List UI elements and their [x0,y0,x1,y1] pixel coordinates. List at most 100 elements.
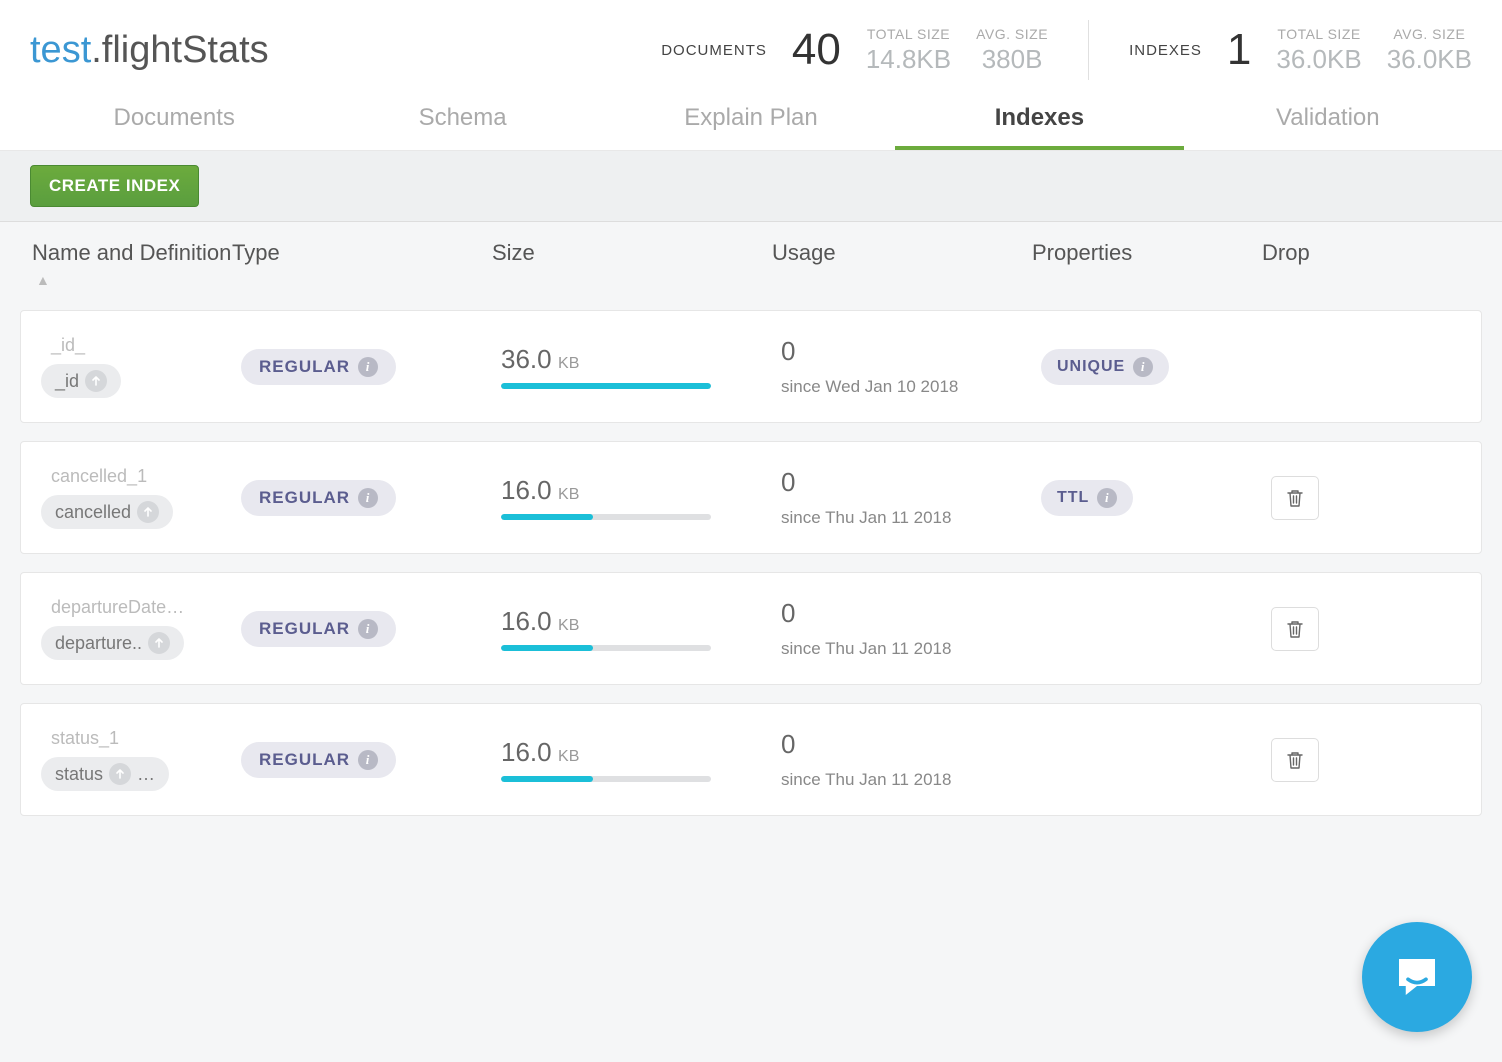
doc-avg-size-label: AVG. SIZE [976,26,1048,42]
info-icon[interactable]: i [358,488,378,508]
type-pill: REGULAR i [241,742,396,778]
idx-total-size-box: TOTAL SIZE 36.0KB [1276,26,1361,75]
type-label: REGULAR [259,357,350,377]
size-bar-track [501,514,711,520]
tab-indexes[interactable]: Indexes [895,90,1183,150]
usage-count: 0 [781,729,1041,760]
cell-size: 16.0 KB [501,606,781,651]
index-table: Name and Definition ▲ Type Size Usage Pr… [0,222,1502,854]
cell-properties: TTLi [1041,480,1271,516]
header: test.flightStats DOCUMENTS 40 TOTAL SIZE… [0,0,1502,151]
col-header-name-text: Name and Definition [32,240,231,265]
usage-count: 0 [781,467,1041,498]
idx-avg-size-label: AVG. SIZE [1393,26,1465,42]
field-pill: _id [41,364,121,398]
cell-name: departureDate… departure.. [41,597,241,660]
cell-size: 36.0 KB [501,344,781,389]
col-header-type[interactable]: Type [232,240,492,292]
property-pill: UNIQUE i [1041,349,1169,385]
index-name: cancelled_1 [41,466,241,487]
col-header-usage[interactable]: Usage [772,240,1032,292]
drop-index-button[interactable] [1271,607,1319,651]
documents-count: 40 [792,25,841,75]
col-header-drop[interactable]: Drop [1262,240,1470,292]
usage-since: since Wed Jan 10 2018 [781,377,1041,397]
usage-since: since Thu Jan 11 2018 [781,508,1041,528]
tab-validation[interactable]: Validation [1184,90,1472,150]
sort-direction-icon [137,501,159,523]
type-label: REGULAR [259,750,350,770]
create-index-button[interactable]: CREATE INDEX [30,165,199,207]
col-header-size[interactable]: Size [492,240,772,292]
cell-size: 16.0 KB [501,737,781,782]
chat-bubble-button[interactable] [1362,922,1472,1032]
cell-name: cancelled_1 cancelled [41,466,241,529]
size-bar-fill [501,776,593,782]
table-row: cancelled_1 cancelled REGULARi16.0 KB0 sinc… [20,441,1482,554]
chat-icon [1390,950,1444,1004]
size-unit: KB [554,617,580,634]
sort-direction-icon [109,763,131,785]
tab-documents[interactable]: Documents [30,90,318,150]
tabs: Documents Schema Explain Plan Indexes Va… [30,90,1472,150]
cell-type: REGULAR i [241,742,501,778]
property-pill: TTLi [1041,480,1133,516]
cell-type: REGULAR i [241,349,501,385]
size-bar-track [501,776,711,782]
table-row: status_1status … REGULAR i 16.0 KB0 since Thu… [20,703,1482,816]
sort-asc-icon: ▲ [36,272,50,288]
col-header-name[interactable]: Name and Definition ▲ [32,240,232,292]
info-icon[interactable]: i [1133,357,1153,377]
field-name: status [55,764,103,785]
usage-since: since Thu Jan 11 2018 [781,639,1041,659]
documents-label: DOCUMENTS [661,42,767,59]
cell-name: status_1status … [41,728,241,791]
property-label: UNIQUE [1057,358,1125,376]
info-icon[interactable]: i [1097,488,1117,508]
header-top: test.flightStats DOCUMENTS 40 TOTAL SIZE… [30,20,1472,90]
field-pill: cancelled [41,495,173,529]
drop-index-button[interactable] [1271,738,1319,782]
size-unit: KB [554,355,580,372]
usage-count: 0 [781,336,1041,367]
trash-icon [1286,750,1304,770]
size-value: 16.0 [501,606,552,636]
size-bar-fill [501,645,593,651]
cell-properties: UNIQUE i [1041,349,1271,385]
size-bar-fill [501,514,593,520]
col-header-properties[interactable]: Properties [1032,240,1262,292]
drop-index-button[interactable] [1271,476,1319,520]
sort-direction-icon [85,370,107,392]
idx-total-size-label: TOTAL SIZE [1277,26,1360,42]
doc-total-size-value: 14.8KB [866,44,951,75]
field-name: _id [55,371,79,392]
size-unit: KB [554,748,580,765]
namespace-collection: .flightStats [91,29,268,71]
cell-size: 16.0 KB [501,475,781,520]
cell-type: REGULARi [241,611,501,647]
info-icon[interactable]: i [358,357,378,377]
indexes-stats: INDEXES 1 TOTAL SIZE 36.0KB AVG. SIZE 36… [1129,25,1472,75]
index-name: _id_ [41,335,241,356]
usage-since: since Thu Jan 11 2018 [781,770,1041,790]
tab-explain-plan[interactable]: Explain Plan [607,90,895,150]
cell-drop [1271,738,1461,782]
info-icon[interactable]: i [358,750,378,770]
cell-usage: 0 since Thu Jan 11 2018 [781,467,1041,528]
indexes-count: 1 [1227,25,1251,75]
index-name: status_1 [41,728,241,749]
size-bar-track [501,383,711,389]
tab-schema[interactable]: Schema [318,90,606,150]
size-value: 16.0 [501,475,552,505]
size-bar-track [501,645,711,651]
trash-icon [1286,488,1304,508]
cell-type: REGULARi [241,480,501,516]
size-value: 36.0 [501,344,552,374]
field-pill: departure.. [41,626,184,660]
info-icon[interactable]: i [358,619,378,639]
index-name: departureDate… [41,597,241,618]
field-extra: … [137,764,155,785]
toolbar: CREATE INDEX [0,151,1502,222]
field-pill: status … [41,757,169,791]
cell-usage: 0 since Thu Jan 11 2018 [781,729,1041,790]
